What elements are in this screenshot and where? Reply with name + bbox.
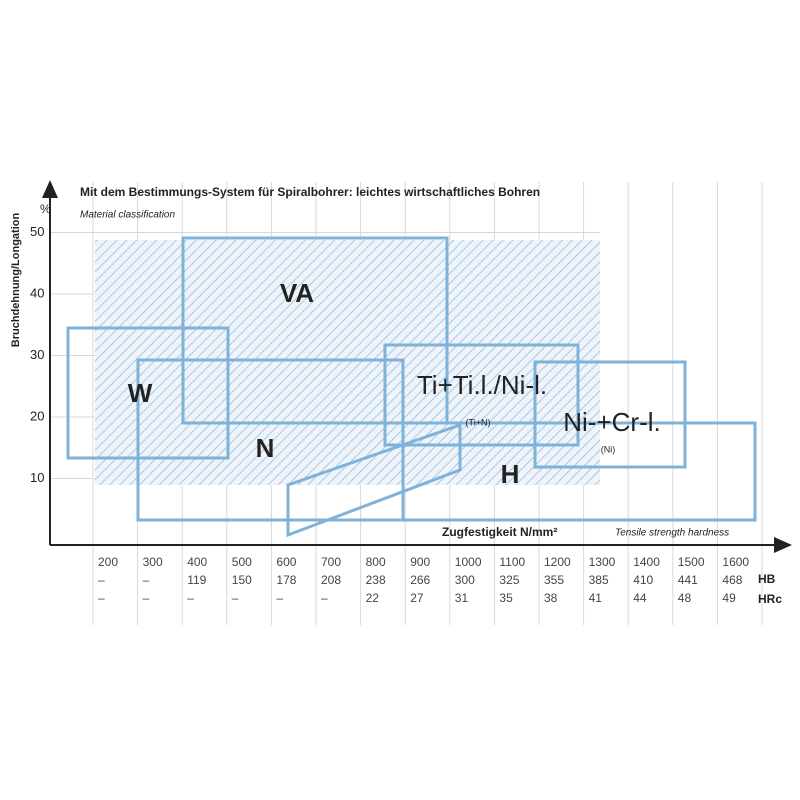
y-tick-label: 50 [30,224,44,239]
table-cell: – [232,591,239,605]
table-cell: 119 [187,573,206,587]
subtitle: Material classification [80,210,175,221]
table-cell: – [98,573,105,587]
table-cell: 468 [722,573,742,587]
x-sublabel: Tensile strength hardness [615,528,729,539]
y-unit: % [40,202,51,216]
table-cell: 266 [410,573,430,587]
region-ti [383,343,580,447]
region-label: Ni-+Cr-l. [563,407,661,437]
table-cell: 238 [366,573,386,587]
table-cell: 325 [499,573,519,587]
table-cell: 400 [187,555,207,569]
region-ti-n [286,422,462,538]
table-cell: 600 [276,555,296,569]
table-cell: 48 [678,591,692,605]
y-tick-label: 30 [30,347,44,362]
hatched-area [95,240,600,485]
table-cell: 27 [410,591,424,605]
title: Mit dem Bestimmungs-System für Spiralboh… [80,185,540,199]
table-cell: 500 [232,555,252,569]
region-label: VA [280,278,314,308]
region-label: H [501,459,520,489]
table-cell: 44 [633,591,647,605]
region-ni-cr [533,360,687,469]
table-cell: 31 [455,591,469,605]
table-cell: 410 [633,573,653,587]
table-cell: 1500 [678,555,705,569]
table-cell: 22 [366,591,380,605]
table-cell: – [321,591,328,605]
y-label: Bruchdehnung/Longation [10,213,22,348]
table-cell: 1100 [499,555,525,569]
table-cell: 208 [321,573,341,587]
y-tick-label: 20 [30,408,44,423]
region-label: W [128,378,153,408]
row-label: HRc [758,592,782,606]
table-cell: – [143,591,150,605]
table-cell: 150 [232,573,252,587]
table-cell: 385 [589,573,609,587]
region-note: (Ti+N) [466,417,491,427]
table-cell: 38 [544,591,558,605]
table-cell: 1600 [722,555,749,569]
y-tick-label: 10 [30,470,44,485]
table-cell: 1000 [455,555,482,569]
table-cell: – [276,591,283,605]
table-cell: 35 [499,591,513,605]
table-cell: 800 [366,555,386,569]
table-cell: 441 [678,573,698,587]
table-cell: 300 [455,573,475,587]
table-cell: 300 [143,555,163,569]
table-cell: 1300 [589,555,616,569]
table-cell: 178 [276,573,296,587]
table-cell: 49 [722,591,736,605]
row-label: HB [758,572,776,586]
region-label: N [256,433,275,463]
region-w [66,326,230,460]
region-note: (Ni) [601,444,616,454]
table-cell: 1200 [544,555,571,569]
table-cell: – [98,591,105,605]
region-label: Ti+Ti.l./Ni-l. [417,370,547,400]
table-cell: 900 [410,555,430,569]
table-cell: 200 [98,555,118,569]
x-label: Zugfestigkeit N/mm² [442,525,557,539]
table-cell: 41 [589,591,603,605]
table-cell: 1400 [633,555,660,569]
y-tick-label: 40 [30,285,44,300]
table-cell: – [143,573,150,587]
table-cell: 700 [321,555,341,569]
table-cell: – [187,591,194,605]
table-cell: 355 [544,573,564,587]
region-va [181,236,449,425]
